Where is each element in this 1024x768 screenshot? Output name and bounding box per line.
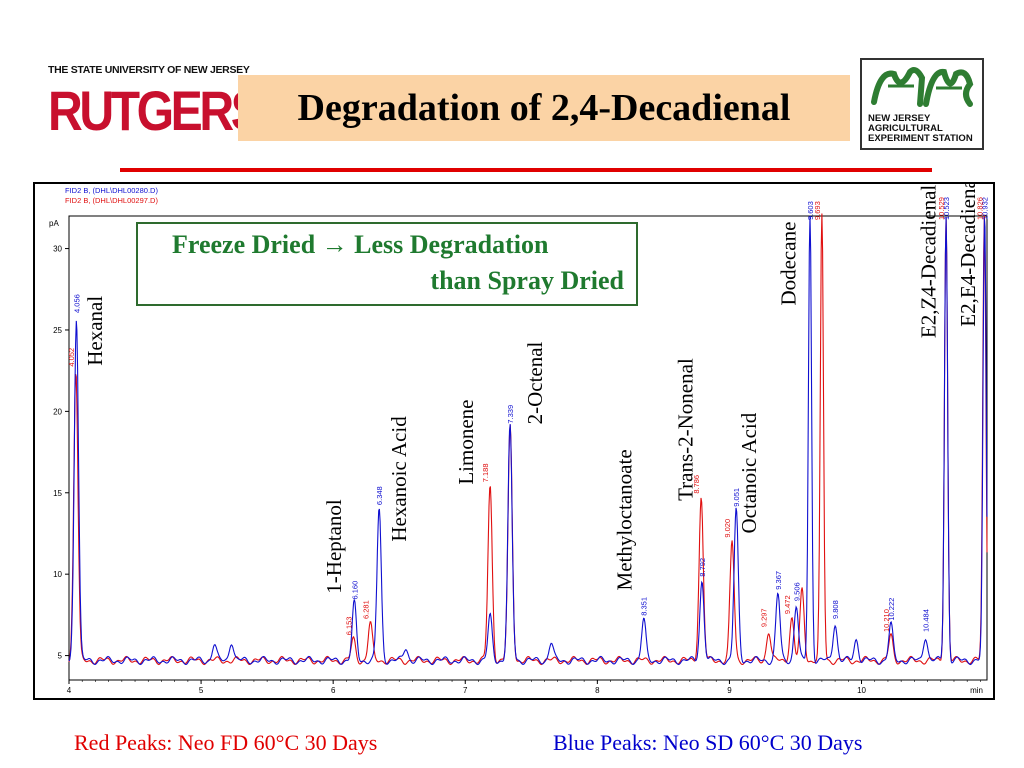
peak-label: 6.348 [375,486,384,505]
njaes-emblem-icon [871,67,974,107]
peak-label: 10.523 [942,197,951,220]
y-tick-label: 5 [58,652,63,661]
university-name: RUTGERS [48,79,263,142]
peak-label: 10.932 [981,197,990,220]
conclusion-callout: Freeze Dried → Less Degradation than Spr… [136,222,638,306]
title-box: Degradation of 2,4-Decadienal [238,75,850,141]
peak-label: 9.020 [723,519,732,538]
legend-entry: FID2 B, (DHL\DHL00280.D) [65,186,158,195]
peak-label: 8.786 [692,475,701,494]
peak-label: 4.056 [72,294,81,313]
njaes-logo: NEW JERSEY AGRICULTURAL EXPERIMENT STATI… [860,58,984,150]
y-tick-label: 20 [53,407,62,416]
rutgers-logo: THE STATE UNIVERSITY OF NEW JERSEY RUTGE… [48,64,263,148]
peak-label: 6.160 [350,581,359,600]
x-tick-label: 10 [857,686,866,695]
peak-label: 10.826 [975,197,984,220]
peak-label: 6.153 [344,617,353,636]
compound-label: Trans-2-Nonenal [673,358,697,501]
peak-label: 9.472 [783,595,792,614]
callout-line-2: than Spray Dried [430,266,624,295]
peak-label: 9.051 [732,488,741,507]
y-axis-label: pA [49,219,59,228]
chromatogram-chart: 5 10 15 20 25 30 4 5 6 7 8 9 10 pA min FID2 B, (DHL\DHL… [49,173,990,695]
peak-label: 9.297 [760,608,769,627]
compound-label: 2-Octenal [523,341,547,424]
peak-label: 9.367 [774,571,783,590]
compound-label: 1-Heptanol [322,499,346,594]
peak-label: 8.792 [698,558,707,577]
station-line-2: AGRICULTURAL [868,123,943,134]
peak-label: 9.506 [792,582,801,601]
station-line-1: NEW JERSEY [868,113,931,124]
peak-label: 4.052 [67,348,76,367]
page-title: Degradation of 2,4-Decadienal [297,87,791,129]
peak-label: 9.693 [813,201,822,220]
peak-label: 7.188 [481,463,490,482]
peak-label: 10.222 [887,598,896,621]
y-tick-label: 10 [53,570,62,579]
peak-label: 9.808 [831,600,840,619]
compound-label: Dodecane [776,222,800,306]
blue-peaks-caption: Blue Peaks: Neo SD 60°C 30 Days [553,730,863,755]
peak-label: 6.281 [361,600,370,619]
x-tick-label: 9 [727,686,732,695]
title-underline [120,168,932,172]
y-tick-label: 15 [53,489,62,498]
peak-label: 10.210 [882,609,891,632]
x-tick-label: 5 [199,686,204,695]
compound-label: Octanoic Acid [737,412,761,533]
x-tick-label: 4 [67,686,72,695]
university-subtitle: THE STATE UNIVERSITY OF NEW JERSEY [48,64,250,76]
peak-label: 9.603 [806,201,815,220]
series-line [68,215,988,666]
peak-label: 7.339 [506,405,515,424]
y-tick-label: 30 [53,245,62,254]
y-tick-label: 25 [53,326,62,335]
compound-label: Limonene [454,399,478,484]
series-line [68,213,988,666]
x-tick-label: 7 [463,686,468,695]
x-axis-label: min [970,686,983,695]
peak-label: 10.529 [937,197,946,220]
compound-label: Methyloctanoate [613,449,637,590]
peak-label: 8.351 [640,597,649,616]
station-line-3: EXPERIMENT STATION [868,133,973,144]
compound-label: Hexanal [83,296,107,366]
compound-label: E2,Z4-Decadienal [916,185,940,339]
compound-label: Hexanoic Acid [387,416,411,542]
x-tick-label: 8 [595,686,600,695]
peak-label: 10.484 [921,609,930,632]
callout-line-1: Freeze Dried → Less Degradation [172,230,549,259]
red-peaks-caption: Red Peaks: Neo FD 60°C 30 Days [74,730,378,755]
compound-label: E2,E4-Decadienal [956,184,980,327]
legend-entry: FID2 B, (DHL\DHL00297.D) [65,196,158,205]
x-tick-label: 6 [331,686,336,695]
